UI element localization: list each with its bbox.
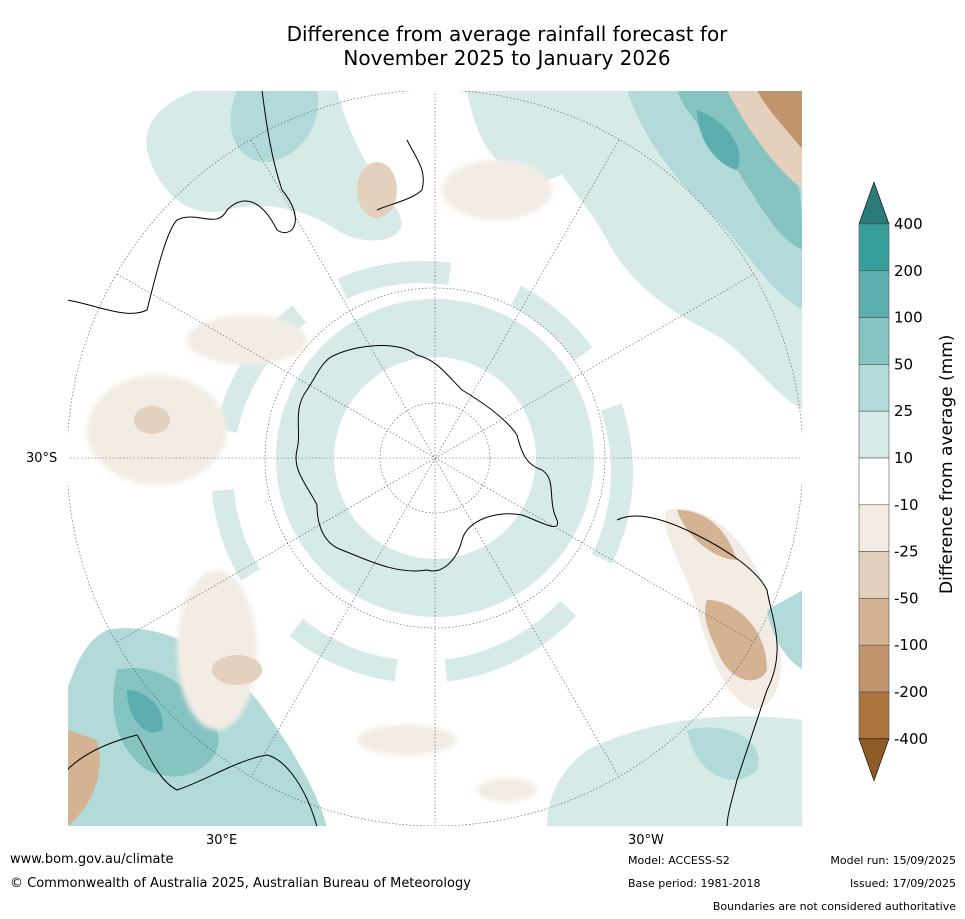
colorbar-band (858, 317, 890, 365)
colorbar: 400 200 100 50 25 10 -10 -25 -50 -100 -200 -400 (858, 181, 928, 782)
colorbar-extend-top (858, 181, 890, 225)
colorbar-band (858, 551, 890, 599)
colorbar-band (858, 457, 890, 506)
wet-region-pacific-core (697, 110, 740, 170)
dry-region-andes (677, 510, 737, 560)
colorbar-tick-label: 200 (894, 262, 923, 280)
colorbar-tick-label: 400 (894, 215, 923, 233)
colorbar-extend-bottom (858, 738, 890, 782)
footer-url[interactable]: www.bom.gov.au/climate (10, 852, 174, 867)
footer-copyright: © Commonwealth of Australia 2025, Austra… (10, 876, 471, 891)
dry-patch-4 (442, 160, 552, 220)
dry-patch-2 (134, 406, 170, 434)
colorbar-tick-label: 25 (894, 402, 913, 420)
lon-label-30e: 30°E (206, 833, 238, 848)
wet-region-australia-core (230, 90, 318, 162)
circumpolar-wet-band-outer (211, 261, 633, 683)
dry-patch-6 (212, 655, 262, 685)
footer-issued: Issued: 17/09/2025 (849, 877, 956, 890)
colorbar-band (858, 410, 890, 459)
colorbar-tick-label: -25 (894, 543, 919, 561)
africa-coastline (67, 734, 318, 827)
dry-region-ne-corner-core (757, 90, 803, 150)
graticule (67, 90, 803, 827)
colorbar-band (858, 504, 890, 552)
dry-region-africa-sw (67, 730, 100, 827)
polar-map (67, 90, 803, 827)
colorbar-title: Difference from average (mm) (937, 334, 957, 594)
dry-patch-5 (177, 570, 257, 730)
nz-coastline (376, 139, 424, 211)
colorbar-tick-label: -400 (894, 730, 928, 748)
footer-base-period: Base period: 1981-2018 (628, 877, 761, 890)
lat-label-30s: 30°S (26, 451, 58, 466)
wet-region-sa-east (767, 590, 803, 670)
colorbar-tick-label: -50 (894, 589, 919, 607)
dry-patch-9 (357, 162, 397, 218)
south-america-coastline (616, 515, 778, 827)
colorbar-band (858, 223, 890, 272)
colorbar-tick-label: -10 (894, 496, 919, 514)
antarctica-coastline (295, 345, 559, 572)
colorbar-band (858, 364, 890, 412)
colorbar-band (858, 644, 890, 693)
lon-label-30w: 30°W (628, 833, 664, 848)
colorbar-tick-label: 50 (894, 355, 913, 373)
footer-model: Model: ACCESS-S2 (628, 854, 730, 867)
dry-patch-3 (187, 315, 307, 365)
colorbar-tick-label: -100 (894, 636, 928, 654)
dry-patch-8 (477, 778, 537, 802)
wet-region-australia (146, 90, 402, 241)
australia-coastline (67, 90, 296, 314)
dry-region-argentina (705, 600, 767, 681)
wet-region-africa-strong (127, 690, 163, 733)
title-line-2: November 2025 to January 2026 (343, 46, 671, 70)
colorbar-tick-label: 100 (894, 309, 923, 327)
colorbar-tick-label: 10 (894, 449, 913, 467)
footer-model-run: Model run: 15/09/2025 (830, 854, 956, 867)
title-line-1: Difference from average rainfall forecas… (286, 22, 728, 46)
coastlines (67, 90, 778, 827)
map-title: Difference from average rainfall forecas… (0, 22, 965, 70)
dry-patch-7 (357, 725, 457, 755)
colorbar-tick-label: -200 (894, 683, 928, 701)
colorbar-band (858, 691, 890, 740)
footer-disclaimer: Boundaries are not considered authoritat… (712, 900, 956, 913)
map-frame (67, 90, 803, 827)
wet-region-south-atlantic-core (687, 727, 759, 780)
colorbar-band (858, 598, 890, 646)
colorbar-band (858, 270, 890, 318)
